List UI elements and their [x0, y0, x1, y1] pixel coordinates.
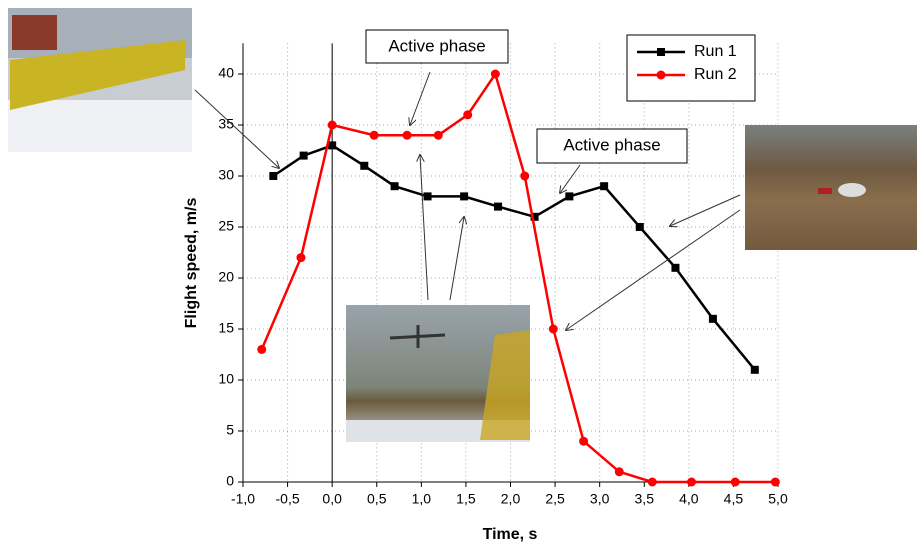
point: [548, 324, 558, 334]
point: [770, 477, 780, 487]
y-tick-label: 35: [218, 116, 234, 132]
point: [750, 365, 759, 374]
legend-label: Run 1: [694, 43, 737, 60]
photo-launcher: [8, 8, 192, 152]
x-tick-label: 0,0: [322, 491, 342, 507]
y-tick-label: 5: [226, 422, 234, 438]
point: [600, 182, 609, 191]
x-tick-label: 3,0: [590, 491, 610, 507]
point: [369, 130, 379, 140]
point: [671, 263, 680, 272]
point: [687, 477, 697, 487]
point: [327, 120, 337, 130]
legend: Run 1 Run 2: [626, 34, 756, 102]
point: [433, 130, 443, 140]
point: [257, 344, 267, 354]
point: [708, 314, 717, 323]
photo-flight: [346, 305, 530, 442]
x-tick-label: 2,5: [545, 491, 565, 507]
x-tick-label: 5,0: [768, 491, 788, 507]
y-tick-label: 0: [226, 473, 234, 489]
point: [360, 161, 369, 170]
y-axis-label: Flight speed, m/s: [183, 198, 200, 329]
point: [565, 192, 574, 201]
arrows: [194, 71, 741, 330]
point: [520, 171, 530, 181]
series-line: [260, 71, 776, 484]
annotation: Active phase: [388, 36, 485, 55]
annotation-box: [365, 29, 509, 64]
annotation-box: [536, 128, 688, 164]
x-tick-label: -0,5: [276, 491, 300, 507]
legend-label: Run 2: [694, 66, 737, 83]
x-tick-label: -1,0: [231, 491, 255, 507]
x-axis-label: Time, s: [483, 526, 538, 543]
point: [490, 69, 500, 79]
x-tick-label: 1,0: [412, 491, 432, 507]
point: [390, 182, 399, 191]
photo-field: [745, 125, 917, 250]
point: [463, 110, 473, 120]
point: [402, 130, 412, 140]
point: [296, 253, 306, 263]
y-tick-label: 30: [218, 167, 234, 183]
x-tick-label: 4,5: [724, 491, 744, 507]
y-tick-label: 15: [218, 320, 234, 336]
legend-marker: [656, 70, 666, 80]
y-tick-label: 25: [218, 218, 234, 234]
point: [635, 223, 644, 231]
point: [460, 192, 469, 201]
y-tick-label: 20: [218, 269, 234, 285]
point: [647, 477, 657, 487]
legend-marker: [657, 48, 665, 56]
point: [423, 192, 432, 201]
annotation: Active phase: [563, 135, 660, 154]
x-tick-label: 4,0: [679, 491, 699, 507]
x-tick-label: 1,5: [456, 491, 476, 507]
point: [269, 172, 278, 180]
point: [614, 467, 624, 477]
y-tick-label: 40: [218, 65, 234, 81]
x-tick-label: 0,5: [367, 491, 387, 507]
x-tick-label: 3,5: [635, 491, 655, 507]
point: [530, 212, 539, 221]
point: [730, 477, 740, 487]
point: [579, 436, 589, 446]
point: [494, 202, 503, 211]
x-tick-label: 2,0: [501, 491, 521, 507]
point: [299, 151, 308, 160]
point: [328, 141, 337, 150]
plot-area: 0 5 10 15 20 25 30 35 40 -1,0 -0,5 0,0 0,5 1,0 1,5 2,0 2…: [218, 43, 788, 507]
y-tick-label: 10: [218, 371, 234, 387]
